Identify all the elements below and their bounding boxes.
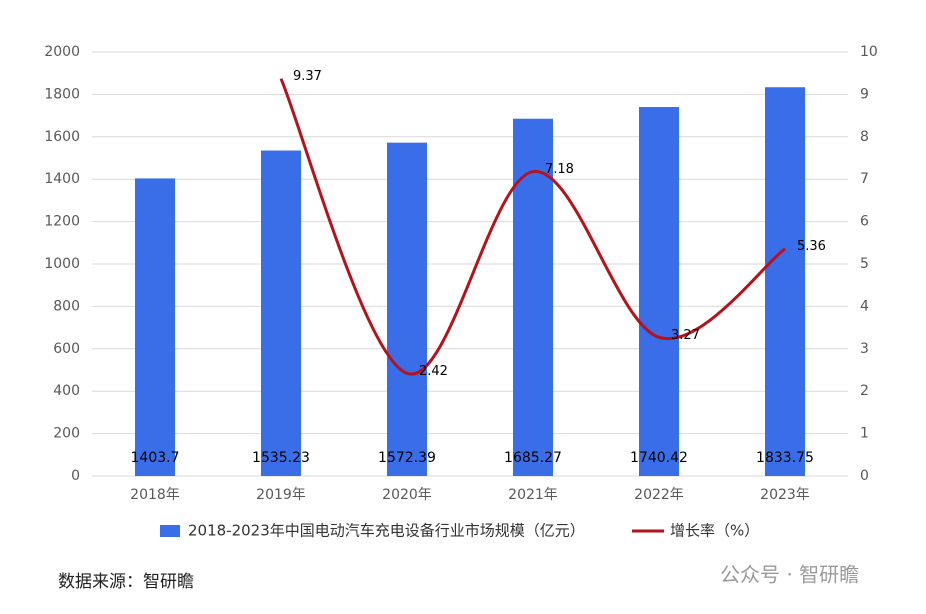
bar-value-label: 1740.42 — [630, 450, 688, 466]
y2-tick-label: 7 — [860, 171, 869, 187]
line-value-label: 5.36 — [797, 239, 826, 254]
watermark: 公众号 · 智研瞻 — [720, 563, 859, 587]
y-tick-label: 200 — [53, 426, 80, 442]
y-tick-label: 1800 — [44, 86, 80, 102]
x-tick-label: 2022年 — [634, 487, 684, 503]
y2-tick-label: 0 — [860, 468, 869, 484]
bar — [135, 178, 175, 477]
y2-tick-label: 9 — [860, 86, 869, 102]
y-tick-label: 2000 — [44, 44, 80, 60]
line-value-label: 7.18 — [545, 162, 574, 177]
y-tick-label: 600 — [53, 341, 80, 357]
source-note: 数据来源：智研瞻 — [58, 572, 194, 592]
y2-tick-label: 2 — [860, 383, 869, 399]
y-tick-label: 800 — [53, 298, 80, 314]
bar-value-label: 1403.7 — [131, 450, 180, 466]
y2-tick-label: 1 — [860, 426, 869, 442]
bar-value-label: 1535.23 — [252, 450, 310, 466]
line-value-label: 2.42 — [419, 364, 448, 379]
y2-tick-label: 10 — [860, 44, 878, 60]
legend-label: 2018-2023年中国电动汽车充电设备行业市场规模（亿元） — [188, 522, 585, 540]
bar — [765, 87, 805, 477]
bar — [387, 142, 427, 476]
legend-swatch — [160, 525, 180, 537]
bar-value-label: 1685.27 — [504, 450, 562, 466]
bar — [639, 107, 679, 477]
y-tick-label: 1400 — [44, 171, 80, 187]
line-value-label: 3.27 — [671, 328, 700, 343]
x-tick-label: 2020年 — [382, 487, 432, 503]
line — [279, 78, 786, 376]
x-tick-label: 2018年 — [130, 487, 180, 503]
bar — [261, 150, 301, 476]
x-tick-label: 2019年 — [256, 487, 306, 503]
y2-tick-label: 5 — [860, 256, 869, 272]
y2-tick-label: 8 — [860, 129, 869, 145]
line-value-label: 9.37 — [293, 69, 322, 84]
y-tick-label: 400 — [53, 383, 80, 399]
legend-label: 增长率（%） — [670, 522, 759, 540]
y-tick-label: 1600 — [44, 129, 80, 145]
x-tick-label: 2023年 — [760, 487, 810, 503]
bar-value-label: 1572.39 — [378, 450, 436, 466]
x-tick-label: 2021年 — [508, 487, 558, 503]
y2-tick-label: 4 — [860, 298, 869, 314]
bar-value-label: 1833.75 — [756, 450, 814, 466]
y-tick-label: 1200 — [44, 214, 80, 230]
y2-tick-label: 3 — [860, 341, 869, 357]
y2-tick-label: 6 — [860, 214, 869, 230]
y-tick-label: 0 — [71, 468, 80, 484]
y-tick-label: 1000 — [44, 256, 80, 272]
